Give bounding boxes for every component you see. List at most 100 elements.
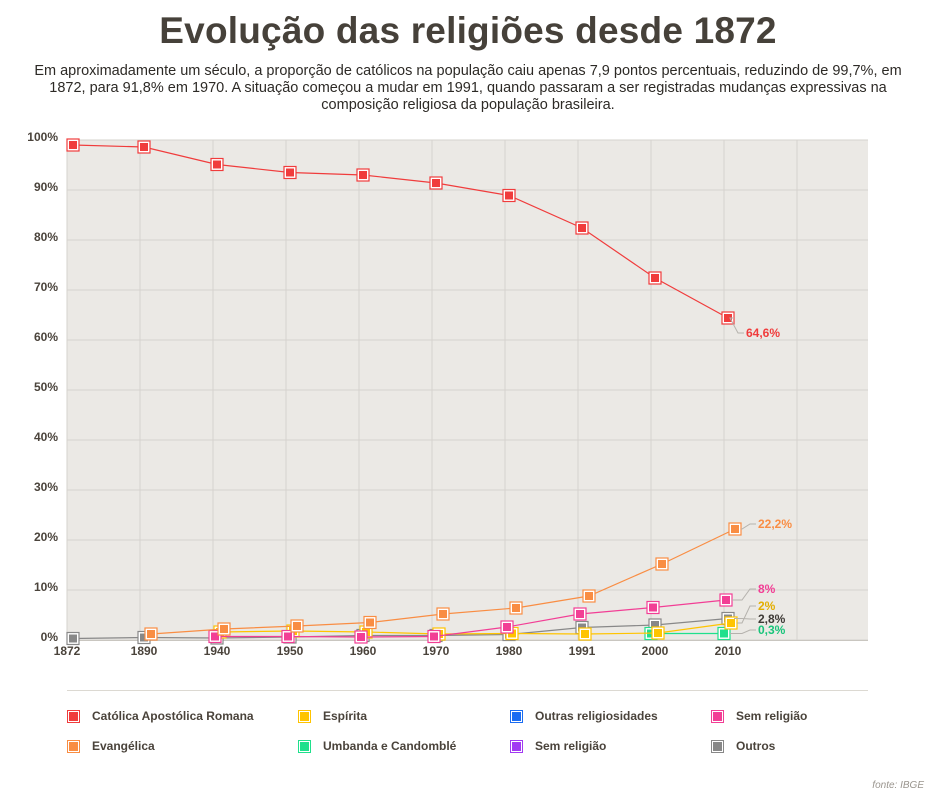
- data-point-fill: [359, 171, 367, 179]
- y-axis: 0% 10% 20% 30% 40% 50% 60% 70% 80% 90% 100%: [27, 130, 58, 644]
- data-point-fill: [432, 179, 440, 187]
- data-point-fill: [512, 604, 520, 612]
- data-point-fill: [649, 603, 657, 612]
- chart-title: Evolução das religiões desde 1872: [159, 10, 777, 51]
- series-line: [219, 622, 732, 635]
- y-tick-label: 30%: [34, 480, 58, 494]
- legend-item[interactable]: Evangélica: [67, 739, 155, 753]
- series-cat-lica-apost-lica-romana: [66, 138, 735, 325]
- data-point-fill: [731, 525, 739, 533]
- grid-lines: [66, 139, 868, 641]
- data-point-fill: [286, 168, 294, 177]
- y-tick-label: 50%: [34, 380, 58, 394]
- y-tick-label: 0%: [41, 630, 59, 644]
- data-point-fill: [147, 630, 155, 638]
- label-leader-line: [741, 523, 756, 530]
- end-label: 22,2%: [758, 517, 792, 531]
- legend-label: Católica Apostólica Romana: [92, 709, 254, 723]
- legend-swatch-icon: [67, 709, 80, 723]
- data-point-fill: [357, 633, 365, 641]
- x-tick-label: 1991: [569, 644, 596, 658]
- data-point-fill: [505, 191, 513, 200]
- x-tick-label: 1980: [496, 644, 523, 658]
- data-point-fill: [430, 632, 438, 641]
- legend-label: Sem religião: [535, 739, 607, 753]
- data-point-fill: [576, 610, 584, 618]
- x-tick-label: 1970: [423, 644, 450, 658]
- x-tick-label: 2000: [642, 644, 669, 658]
- legend-item[interactable]: Católica Apostólica Romana: [67, 709, 254, 723]
- label-leader-line: [729, 317, 744, 334]
- series-line: [215, 599, 727, 638]
- legend-item[interactable]: Sem religião: [711, 709, 807, 723]
- legend-swatch-icon: [510, 709, 523, 723]
- y-tick-label: 10%: [34, 580, 58, 594]
- data-point-fill: [69, 634, 77, 643]
- label-leader-line: [732, 588, 756, 601]
- y-tick-label: 80%: [34, 230, 58, 244]
- data-point-fill: [585, 592, 593, 600]
- end-label: 0,3%: [758, 623, 786, 637]
- x-tick-label: 1940: [204, 644, 231, 658]
- legend-item[interactable]: Espírita: [298, 709, 367, 723]
- end-label: 64,6%: [746, 326, 780, 340]
- y-tick-label: 100%: [27, 130, 58, 144]
- end-label: 8%: [758, 582, 776, 596]
- legend-item[interactable]: Sem religião: [510, 739, 606, 753]
- series-group: [66, 138, 742, 646]
- legend-swatch-icon: [298, 739, 311, 753]
- series-evang-lica: [144, 522, 742, 641]
- end-label: 2,8%: [758, 612, 786, 626]
- data-point-fill: [727, 619, 735, 627]
- y-tick-label: 90%: [34, 180, 58, 194]
- data-point-fill: [654, 629, 662, 637]
- series-line: [72, 617, 729, 640]
- legend-swatch-icon: [298, 709, 311, 723]
- data-point-fill: [578, 224, 586, 232]
- legend-item[interactable]: Outras religiosidades: [510, 709, 658, 723]
- chart-subtitle: Em aproximadamente um século, a proporçã…: [34, 63, 902, 113]
- data-point-fill: [211, 632, 219, 641]
- line-chart: 0%10%20%30%40%50%60%70%80%90%100% 1872 18…: [27, 130, 868, 658]
- data-point-fill: [503, 623, 511, 631]
- x-tick-label: 2010: [715, 644, 742, 658]
- legend-label: Umbanda e Candomblé: [323, 739, 457, 753]
- legend-label: Outras religiosidades: [535, 709, 658, 723]
- x-tick-label: 1872: [54, 644, 81, 658]
- data-point-fill: [140, 143, 148, 151]
- data-point-fill: [293, 622, 301, 630]
- x-tick-label: 1950: [277, 644, 304, 658]
- data-point-fill: [366, 618, 374, 627]
- data-point-fill: [220, 625, 228, 633]
- data-point-fill: [722, 596, 730, 604]
- data-point-fill: [651, 274, 659, 282]
- label-leader-line: [737, 605, 756, 624]
- source-note: fonte: IBGE: [872, 780, 924, 791]
- x-tick-label: 1960: [350, 644, 377, 658]
- legend-item[interactable]: Umbanda e Candomblé: [298, 739, 456, 753]
- legend-swatch-icon: [711, 709, 724, 723]
- y-tick-label: 60%: [34, 330, 58, 344]
- legend-label: Espírita: [323, 709, 368, 723]
- label-leader-line: [734, 618, 756, 620]
- data-point-fill: [724, 314, 732, 322]
- label-leader-line: [730, 629, 756, 634]
- x-axis: 1872 1890 1940 1950 1960 1970 1980 1991 2000 2010: [54, 644, 742, 658]
- legend-divider: [67, 690, 868, 691]
- end-labels: 64,6% 22,2% 8% 2%2,8%0,3%: [729, 317, 792, 637]
- legend-label: Outros: [736, 739, 776, 753]
- y-tick-label: 70%: [34, 280, 58, 294]
- series-line: [72, 144, 729, 319]
- legend-label: Evangélica: [92, 739, 155, 753]
- data-point-fill: [439, 610, 447, 618]
- legend-swatch-icon: [711, 739, 724, 753]
- legend-swatch-icon: [510, 739, 523, 753]
- data-point-fill: [213, 160, 221, 169]
- data-point-fill: [658, 560, 666, 568]
- end-label: 2%: [758, 599, 776, 613]
- legend-label: Sem religião: [736, 709, 808, 723]
- data-point-fill: [581, 630, 589, 638]
- data-point-fill: [651, 621, 659, 629]
- x-tick-label: 1890: [131, 644, 158, 658]
- legend-item[interactable]: Outros: [711, 739, 775, 753]
